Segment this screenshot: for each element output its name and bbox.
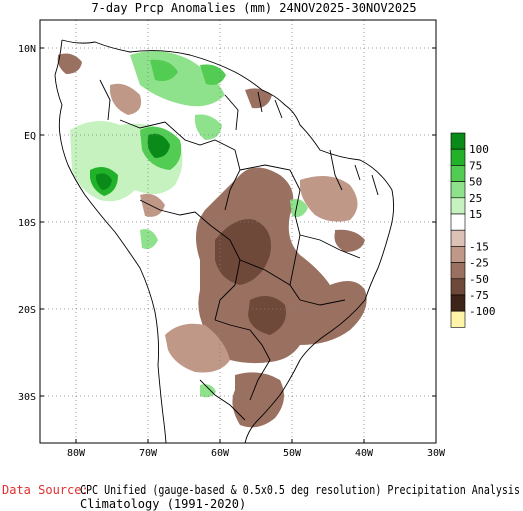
legend-swatch xyxy=(450,278,466,296)
lat-label: 30S xyxy=(18,392,36,403)
legend-swatch xyxy=(450,165,466,182)
legend-swatch xyxy=(450,262,466,280)
legend-label: 75 xyxy=(469,159,482,172)
legend-label: -75 xyxy=(469,289,489,302)
lat-lon-grid xyxy=(40,20,436,443)
lon-label: 70W xyxy=(139,448,158,459)
legend-label: 25 xyxy=(469,192,482,205)
negative-anomaly-areas xyxy=(57,53,367,428)
lon-label: 40W xyxy=(355,448,374,459)
legend-label: -50 xyxy=(469,273,489,286)
latitude-labels: 10N EQ 10S 20S 30S xyxy=(18,44,36,403)
map-panel xyxy=(40,20,436,443)
legend-swatch xyxy=(450,181,466,199)
legend-label: 100 xyxy=(469,143,489,156)
positive-anomaly-areas xyxy=(70,51,308,398)
map-title: 7-day Prcp Anomalies (mm) 24NOV2025-30NO… xyxy=(91,1,416,15)
lon-label: 50W xyxy=(283,448,302,459)
data-source-label: Data Source: xyxy=(2,483,89,497)
legend-swatch xyxy=(450,132,466,150)
legend-swatch xyxy=(450,246,466,263)
legend-label: -15 xyxy=(469,240,489,253)
lon-label: 30W xyxy=(427,448,446,459)
legend-swatch xyxy=(450,197,466,215)
lat-label: 20S xyxy=(18,305,36,316)
legend-swatch xyxy=(450,310,466,328)
coastlines-and-borders xyxy=(54,39,395,443)
climatology-text: Climatology (1991-2020) xyxy=(80,497,246,511)
legend-swatch xyxy=(450,148,466,166)
legend-label: 15 xyxy=(469,208,482,221)
legend-label: -25 xyxy=(469,257,489,270)
axis-ticks xyxy=(40,47,437,443)
legend-swatch xyxy=(450,213,466,231)
legend-label: -100 xyxy=(469,305,496,318)
legend-swatch xyxy=(450,229,466,247)
lon-label: 80W xyxy=(67,448,86,459)
longitude-labels: 80W 70W 60W 50W 40W 30W xyxy=(67,448,446,459)
lat-label: EQ xyxy=(24,131,36,142)
lon-label: 60W xyxy=(211,448,230,459)
lat-label: 10N xyxy=(18,44,36,55)
lat-label: 10S xyxy=(18,218,36,229)
map-frame xyxy=(39,19,437,444)
color-legend: 100 75 50 25 15 -15 -25 -50 -75 -100 xyxy=(450,132,496,328)
legend-swatch xyxy=(450,294,466,312)
data-source-text: CPC Unified (gauge-based & 0.5x0.5 deg r… xyxy=(80,483,520,497)
legend-label: 50 xyxy=(469,176,482,189)
